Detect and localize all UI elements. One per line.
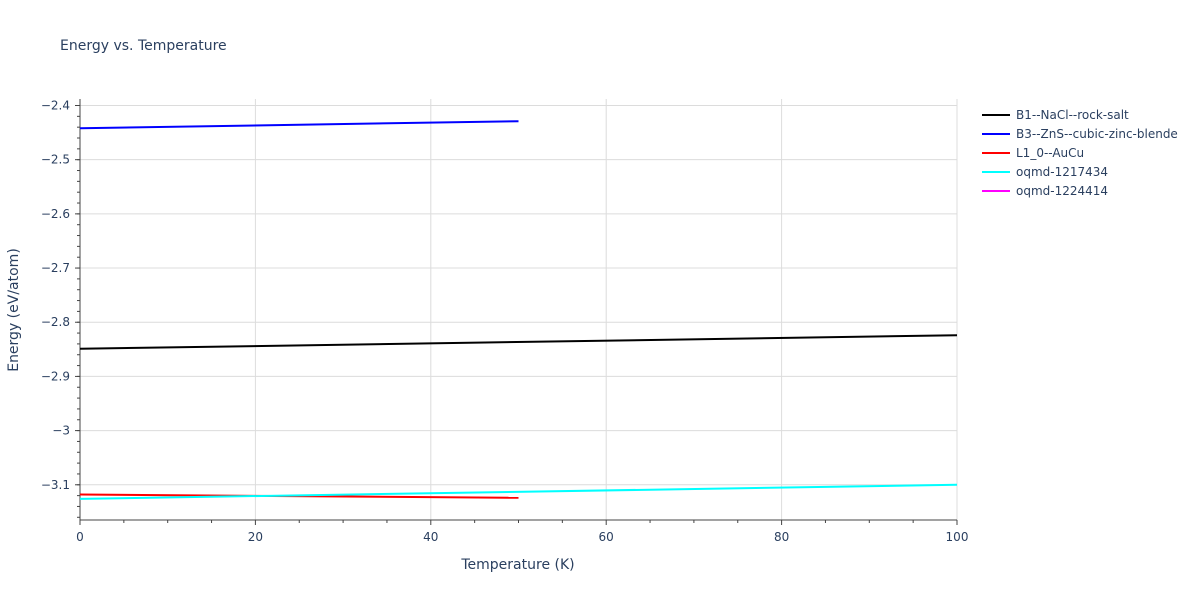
x-tick-label: 0: [76, 530, 84, 544]
y-tick-label: −3: [52, 424, 70, 438]
x-tick-label: 40: [423, 530, 438, 544]
series-line-b3-zns-cubic-zinc-blende: [79, 120, 519, 130]
series-line-oqmd-1217434: [79, 483, 958, 500]
x-tick-label: 100: [946, 530, 969, 544]
y-tick-label: −3.1: [41, 478, 70, 492]
legend-label: oqmd-1224414: [1016, 184, 1108, 198]
legend-label: oqmd-1217434: [1016, 165, 1108, 179]
legend-label: B3--ZnS--cubic-zinc-blende: [1016, 127, 1178, 141]
y-tick-label: −2.8: [41, 315, 70, 329]
series-line-b1-nacl-rock-salt: [79, 334, 958, 350]
y-tick-label: −2.7: [41, 261, 70, 275]
x-tick-label: 60: [599, 530, 614, 544]
x-tick-label: 80: [774, 530, 789, 544]
y-axis-label: Energy (eV/atom): [6, 248, 22, 372]
y-tick-label: −2.9: [41, 369, 70, 383]
y-tick-label: −2.6: [41, 207, 70, 221]
y-tick-label: −2.5: [41, 153, 70, 167]
legend-label: B1--NaCl--rock-salt: [1016, 108, 1129, 122]
y-tick-label: −2.4: [41, 99, 70, 113]
x-axis-label: Temperature (K): [460, 557, 574, 573]
chart-title: Energy vs. Temperature: [60, 38, 227, 54]
legend-label: L1_0--AuCu: [1016, 146, 1084, 160]
x-tick-label: 20: [248, 530, 263, 544]
